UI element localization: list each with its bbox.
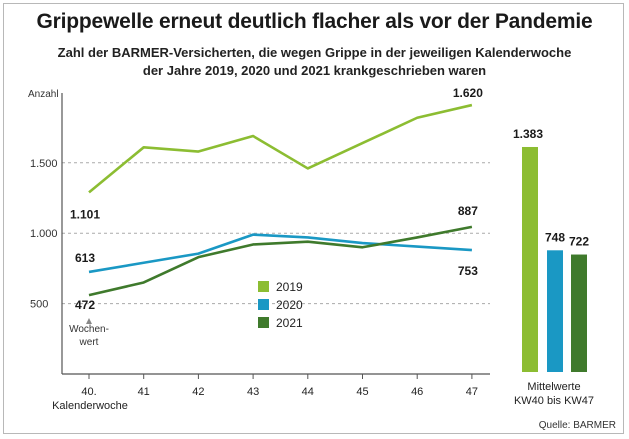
data-label-first-2020: 613 xyxy=(75,251,95,265)
legend-label-2019: 2019 xyxy=(276,280,303,294)
legend-swatch-2021 xyxy=(258,317,269,328)
x-tick-label-1: 41 xyxy=(138,386,150,398)
y-tick-label-500: 500 xyxy=(30,299,48,311)
x-tick-label-7: 47 xyxy=(466,386,478,398)
legend-swatch-2020 xyxy=(258,299,269,310)
mean-bars: 1.383 748 722 xyxy=(513,127,589,372)
y-tick-label-1000: 1.000 xyxy=(30,228,58,240)
data-labels: 1.101 1.620 613 753 472 887 xyxy=(70,86,483,312)
series-line-2019 xyxy=(88,103,473,194)
series-line-2020 xyxy=(88,233,472,274)
x-tick-label-0: 40. xyxy=(81,386,96,398)
series-lines xyxy=(88,103,473,297)
mean-bar-2020 xyxy=(547,250,563,372)
x-tick-label-3: 43 xyxy=(247,386,259,398)
annotation-marker xyxy=(86,318,92,324)
series-line-2021 xyxy=(88,225,473,297)
bar-caption-line-2: KW40 bis KW47 xyxy=(514,395,594,407)
data-label-first-2021: 472 xyxy=(75,298,95,312)
x-axis-label: Kalenderwoche xyxy=(52,400,128,412)
data-label-last-2021: 887 xyxy=(458,204,478,218)
data-label-first-2019: 1.101 xyxy=(70,207,100,221)
y-tick-label-1500: 1.500 xyxy=(30,158,58,170)
bar-caption-line-1: Mittelwerte xyxy=(527,381,580,393)
mean-bar-label-2020: 748 xyxy=(545,230,565,244)
mean-bar-2021 xyxy=(571,254,587,372)
chart-frame xyxy=(3,3,624,434)
x-tick-label-4: 44 xyxy=(302,386,314,398)
x-tick-label-5: 45 xyxy=(356,386,368,398)
x-tick-label-6: 46 xyxy=(411,386,423,398)
data-label-last-2019: 1.620 xyxy=(453,86,483,100)
chart-title: Grippewelle erneut deutlich flacher als … xyxy=(36,10,593,33)
grid-lines xyxy=(62,162,490,305)
legend-label-2021: 2021 xyxy=(276,316,303,330)
legend-swatch-2019 xyxy=(258,281,269,292)
mean-bar-label-2019: 1.383 xyxy=(513,127,543,141)
data-label-last-2020: 753 xyxy=(458,264,478,278)
x-tick-label-2: 42 xyxy=(192,386,204,398)
annotation-line-2: wert xyxy=(79,337,99,348)
subtitle-line-1: Zahl der BARMER-Versicherten, die wegen … xyxy=(57,45,572,60)
annotation-line-1: Wochen- xyxy=(69,324,109,335)
legend: 2019 2020 2021 xyxy=(258,280,303,330)
y-axis-label: Anzahl xyxy=(28,89,59,100)
chart-subtitle: Zahl der BARMER-Versicherten, die wegen … xyxy=(0,44,629,80)
source-note: Quelle: BARMER xyxy=(539,420,616,431)
subtitle-line-2: der Jahre 2019, 2020 und 2021 krankgesch… xyxy=(142,63,487,78)
legend-label-2020: 2020 xyxy=(276,298,303,312)
mean-bar-2019 xyxy=(522,146,538,372)
axes: 500 1.000 1.500 40. 41 42 43 44 45 46 47 xyxy=(30,93,490,398)
mean-bar-label-2021: 722 xyxy=(569,235,589,249)
